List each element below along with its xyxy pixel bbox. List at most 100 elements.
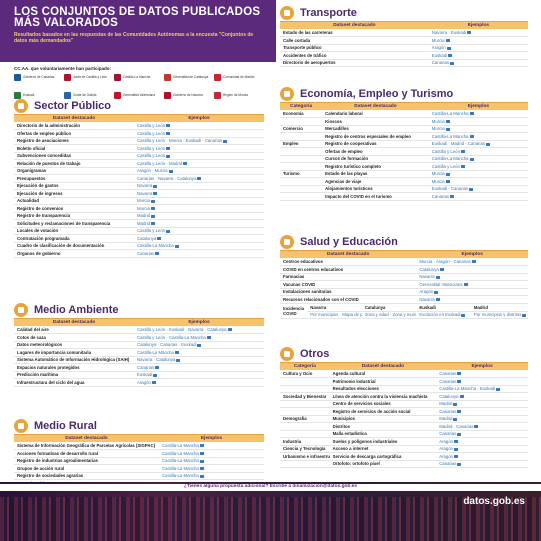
example-link[interactable]: Canarias (439, 371, 461, 376)
table-row: Patrimonio industrial Canarias (280, 377, 528, 386)
example-link[interactable]: Castilla-La Mancha · Euskadi (439, 386, 500, 391)
example-link[interactable]: Evolución en Euskadi (419, 312, 465, 317)
example-link[interactable]: Aragón (432, 45, 451, 50)
example-link[interactable]: Por municipios y distritos (474, 312, 527, 317)
example-link[interactable]: Madrid (439, 416, 457, 421)
section-transporte: Transporte Dataset destacado Ejemplos Est… (280, 4, 528, 67)
example-link[interactable]: Canarias (432, 194, 454, 199)
example-link[interactable]: Castilla-La Mancha (162, 451, 204, 456)
dataset-cell: Registro de transparencia (14, 212, 134, 220)
examples-cell: Murcia (428, 125, 528, 133)
table-row: Instalaciones sanitarias Aragón (280, 288, 528, 296)
examples-cell: Navarra (416, 273, 528, 281)
briefcase-icon (280, 86, 294, 101)
dataset-cell: Municipios (329, 415, 437, 423)
example-link[interactable]: Navarra (419, 297, 439, 302)
examples-cell: Canarias (436, 407, 528, 416)
example-link[interactable]: Aragón (439, 454, 458, 459)
example-link[interactable]: Castilla-La Mancha (137, 243, 179, 248)
example-link[interactable]: Murcia (432, 119, 450, 124)
example-link[interactable]: Murcia (432, 179, 450, 184)
example-link[interactable]: Euskadi (432, 53, 452, 58)
example-link[interactable]: Euskadi · Canarias (432, 186, 473, 191)
example-link[interactable]: Castilla y León (137, 228, 170, 233)
example-link[interactable]: Castilla y León · Castilla-La Mancha (137, 335, 211, 340)
example-link[interactable]: Murcia (432, 171, 450, 176)
example-link[interactable]: Castilla y León · Madrid (137, 161, 187, 166)
example-link[interactable]: Navarra (419, 274, 439, 279)
example-link[interactable]: Euskadi (137, 372, 157, 377)
example-link[interactable]: Navarra (137, 183, 157, 188)
examples-cell: Madrid (134, 219, 264, 228)
examples-cell: Canarias (428, 192, 528, 201)
example-link[interactable]: Navarra · Euskadi (432, 30, 471, 35)
examples-cell: Catalunya · Canarias · Euskadi (134, 341, 264, 349)
example-link[interactable]: Murcia (432, 38, 450, 43)
example-link[interactable]: Castilla-La Mancha (432, 134, 474, 139)
examples-cell: Castilla-La Mancha (428, 132, 528, 141)
example-link[interactable]: Canarias (137, 251, 159, 256)
example-link[interactable]: Canarias (439, 461, 461, 466)
example-link[interactable]: Navarra (137, 191, 157, 196)
example-link[interactable]: Madrid (439, 401, 457, 406)
example-link[interactable]: Castilla-La Mancha (162, 458, 204, 463)
table-row: Por municipios · Mapa de positivosZona y… (280, 311, 528, 319)
dataset-cell: Solicitudes y reclamaciones de transpare… (14, 219, 134, 228)
example-link[interactable]: Castilla-La Mancha (432, 156, 474, 161)
example-link[interactable]: Catalunya (419, 267, 443, 272)
example-link[interactable]: Canarias (439, 379, 461, 384)
example-link[interactable]: Zona y edad · Zona y municipio (365, 312, 417, 317)
example-link[interactable]: Euskadi · Madrid · Canarias (432, 141, 490, 146)
example-link[interactable]: Castilla y León (137, 146, 170, 151)
example-link[interactable]: Murcia (432, 126, 450, 131)
example-link[interactable]: Canarias (432, 60, 454, 65)
table-row: Sistema de Información Geográfica de Par… (14, 442, 264, 450)
example-link[interactable]: Navarra · Catalunya (137, 357, 180, 362)
example-link[interactable]: Castilla y León · Euskadi · Navarra · Ca… (137, 327, 232, 332)
example-link[interactable]: Castilla y León (432, 164, 465, 169)
example-link[interactable]: Canarias (439, 431, 461, 436)
example-link[interactable]: Castilla y León (137, 123, 170, 128)
example-link[interactable]: Castilla-La Mancha (162, 473, 204, 478)
example-link[interactable]: Catalunya (439, 394, 463, 399)
table-row: Ortofoto: ortofoto pixel Canarias (280, 460, 528, 468)
example-link[interactable]: Castilla y León (137, 153, 170, 158)
example-link[interactable]: Catalunya (137, 236, 161, 241)
example-link[interactable]: Por municipios · Mapa de positivos (310, 312, 362, 317)
dataset-cell: Sistema Automático de Información Hidrol… (14, 356, 134, 364)
table-row: Registro de servicios de acción social Ca… (280, 407, 528, 416)
example-link[interactable]: Aragón (419, 289, 438, 294)
example-link[interactable]: Aragón (439, 439, 458, 444)
example-link[interactable]: Murcia (137, 206, 155, 211)
example-link[interactable]: Catalunya · Canarias · Euskadi (137, 342, 201, 347)
example-link[interactable]: Madrid (137, 221, 155, 226)
example-link[interactable]: Aragón · Murcia (137, 168, 173, 173)
table-row: Predicción marítima Euskadi (14, 371, 264, 379)
example-link[interactable]: Aragón (137, 380, 156, 385)
table-row: Economía Calendario laboral Castilla-La Ma… (280, 110, 528, 118)
example-link[interactable]: Generalitat Valenciana (419, 282, 467, 287)
example-link[interactable]: Canarias (439, 409, 461, 414)
example-link[interactable]: Castilla y León · Murcia · Euskadi · Can… (137, 138, 227, 143)
category-cell (280, 177, 323, 186)
example-link[interactable]: Castilla y León (432, 149, 465, 154)
dataset-cell: Registro de sociedades agrarias (14, 472, 159, 480)
example-link[interactable]: Castilla-La Mancha (137, 350, 179, 355)
example-link[interactable]: Castilla-La Mancha (162, 466, 204, 471)
example-link[interactable]: Madrid · Canarias (439, 424, 478, 429)
example-link[interactable]: Murcia · Aragón · Canarias (419, 259, 475, 264)
example-link[interactable]: Aragón (439, 446, 458, 451)
example-link[interactable]: Madrid (137, 213, 155, 218)
dataset-cell: Calidad del aire (14, 326, 134, 334)
example-link[interactable]: Canarias · Navarra · Catalunya (137, 176, 201, 181)
examples-cell: Castilla y León · Euskadi · Navarra · Ca… (134, 326, 264, 334)
logo-emblem-icon (214, 92, 221, 99)
example-link[interactable]: Murcia (137, 198, 155, 203)
examples-cell: Castilla y León (428, 162, 528, 171)
section-title: Economía, Empleo y Turismo (300, 87, 454, 100)
example-link[interactable]: Castilla-La Mancha (432, 111, 474, 116)
example-link[interactable]: Canarias (137, 365, 159, 370)
example-link[interactable]: Castilla-La Mancha (162, 443, 204, 448)
example-link[interactable]: Castilla y León (137, 131, 170, 136)
table-row: Urbanismo e infraestructuraServicio de d… (280, 452, 528, 461)
